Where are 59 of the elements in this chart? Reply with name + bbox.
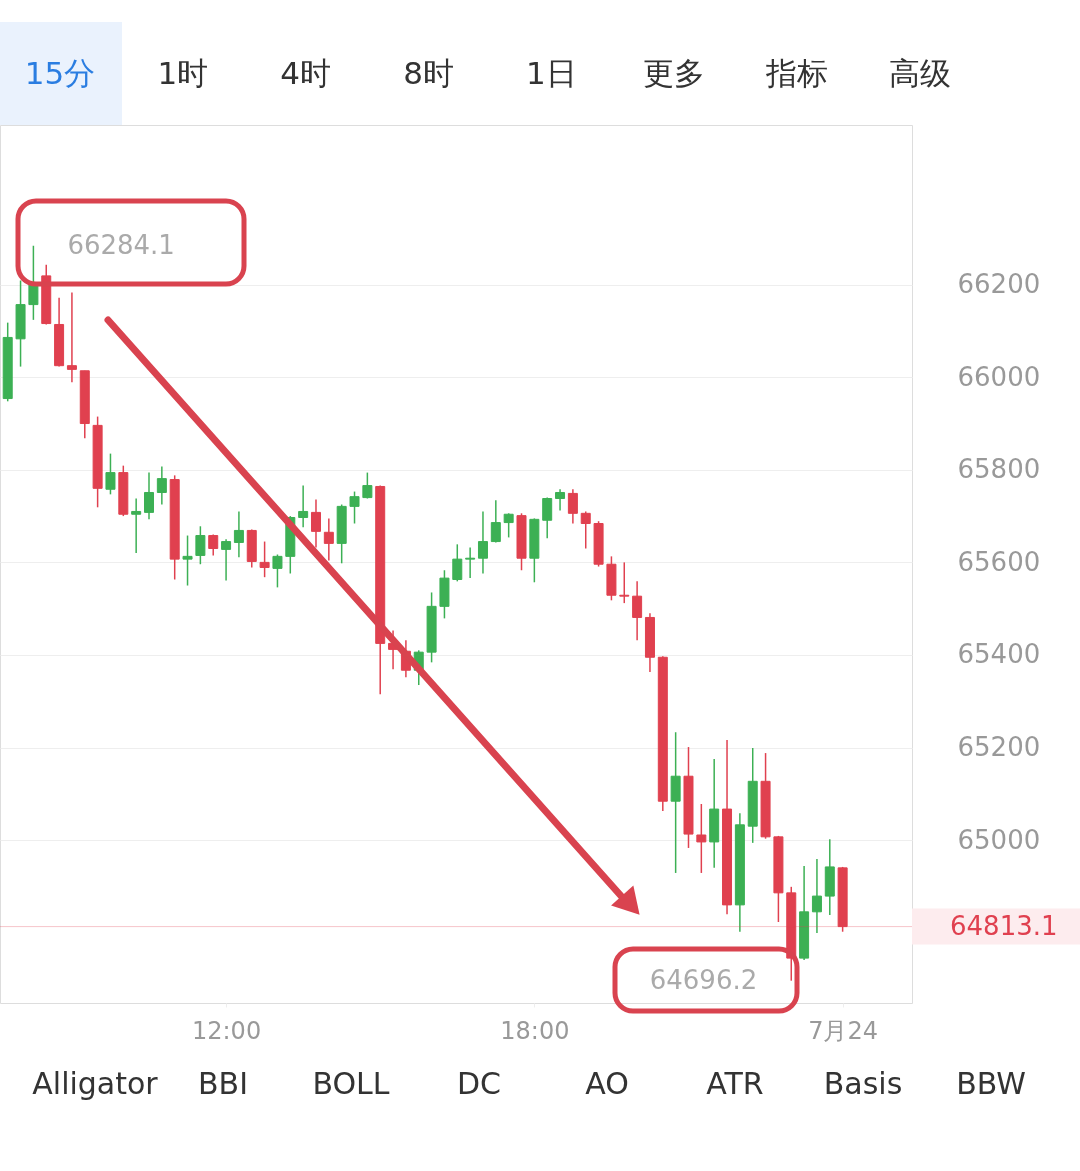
text: AO [585, 1066, 629, 1101]
candlestick [310, 498, 321, 549]
text: Basis [823, 1066, 903, 1101]
candlestick [503, 512, 514, 539]
candlestick [156, 465, 167, 506]
text: BBW [956, 1066, 1026, 1101]
text: 15分 [24, 55, 96, 91]
candlestick [696, 803, 707, 874]
text: 4时 [280, 55, 332, 91]
text: BOLL [312, 1066, 390, 1101]
x-tick-label: 7月24 [808, 1016, 879, 1045]
y-tick-label: 66000 [957, 361, 1041, 392]
candlestick [298, 484, 309, 528]
candlestick [465, 546, 476, 579]
annotation: 66284.1 [67, 229, 175, 260]
y-tick-label: 66200 [957, 269, 1041, 300]
candlestick [323, 517, 334, 562]
candlestick [490, 499, 501, 544]
candlestick [567, 488, 578, 525]
text: Alligator [32, 1066, 159, 1101]
y-tick-label: 65600 [957, 546, 1041, 577]
candlestick [66, 291, 77, 384]
y-tick-label: 65200 [957, 732, 1041, 763]
candlestick [619, 561, 630, 604]
y-tick-label: 65000 [957, 824, 1041, 855]
candlestick [233, 510, 244, 559]
candlestick [811, 858, 822, 934]
candlestick [477, 510, 488, 575]
candlestick [362, 471, 373, 500]
candlestick [28, 245, 39, 321]
text: ATR [706, 1066, 764, 1101]
text: 高级 [889, 55, 951, 91]
candlestick [542, 496, 553, 540]
candlestick [349, 490, 360, 525]
text: 8时 [403, 55, 454, 91]
candlestick [105, 452, 116, 496]
x-tick-label: 18:00 [500, 1016, 570, 1045]
text: BBI [197, 1066, 249, 1101]
candlestick [259, 540, 270, 578]
candlestick [632, 580, 643, 641]
annotation: 64696.2 [649, 964, 758, 995]
candlestick [555, 488, 566, 512]
x-tick-label: 12:00 [191, 1016, 262, 1045]
candlestick [131, 497, 142, 554]
candlestick [452, 543, 463, 583]
text: DC [456, 1066, 502, 1101]
y-tick-label: 65800 [957, 454, 1041, 485]
ref-line-label: 64813.1 [950, 910, 1058, 941]
candlestick [272, 553, 283, 589]
candlestick [221, 538, 232, 582]
candlestick [144, 471, 154, 521]
text: 1时 [157, 55, 209, 91]
text: 更多 [643, 55, 706, 91]
candlestick [580, 510, 591, 550]
text: 指标 [765, 55, 829, 91]
candlestick [182, 534, 193, 587]
text: 1日 [526, 55, 577, 91]
y-tick-label: 65400 [957, 639, 1041, 670]
candlestick [195, 525, 206, 565]
